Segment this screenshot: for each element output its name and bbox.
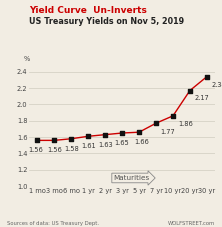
Point: [137, 130, 141, 134]
Text: 1.58: 1.58: [64, 146, 79, 152]
Point: [69, 137, 73, 141]
Text: 1.86: 1.86: [178, 121, 193, 127]
Text: Maturities: Maturities: [114, 175, 150, 181]
Text: Sources of data: US Treasury Dept.: Sources of data: US Treasury Dept.: [7, 221, 99, 226]
Text: 1.63: 1.63: [98, 142, 113, 148]
Point: [86, 134, 90, 138]
Text: 1.61: 1.61: [81, 143, 95, 149]
Text: WOLFSTREET.com: WOLFSTREET.com: [168, 221, 215, 226]
Point: [36, 138, 39, 142]
Text: 1.65: 1.65: [115, 140, 129, 146]
Point: [53, 138, 56, 142]
Text: 1.66: 1.66: [134, 139, 149, 145]
Text: 1.77: 1.77: [160, 129, 175, 135]
Text: %: %: [24, 56, 30, 62]
Point: [154, 121, 158, 125]
Point: [205, 75, 209, 79]
Text: 2.34: 2.34: [212, 81, 222, 88]
Text: 2.17: 2.17: [195, 95, 210, 101]
Point: [103, 133, 107, 136]
Point: [188, 89, 192, 92]
Point: [120, 131, 124, 135]
Text: Yield Curve  Un-Inverts: Yield Curve Un-Inverts: [29, 6, 147, 15]
Text: 1.56: 1.56: [47, 147, 62, 153]
Text: 1.56: 1.56: [28, 147, 43, 153]
Text: US Treasury Yields on Nov 5, 2019: US Treasury Yields on Nov 5, 2019: [29, 17, 184, 26]
Point: [171, 114, 175, 118]
